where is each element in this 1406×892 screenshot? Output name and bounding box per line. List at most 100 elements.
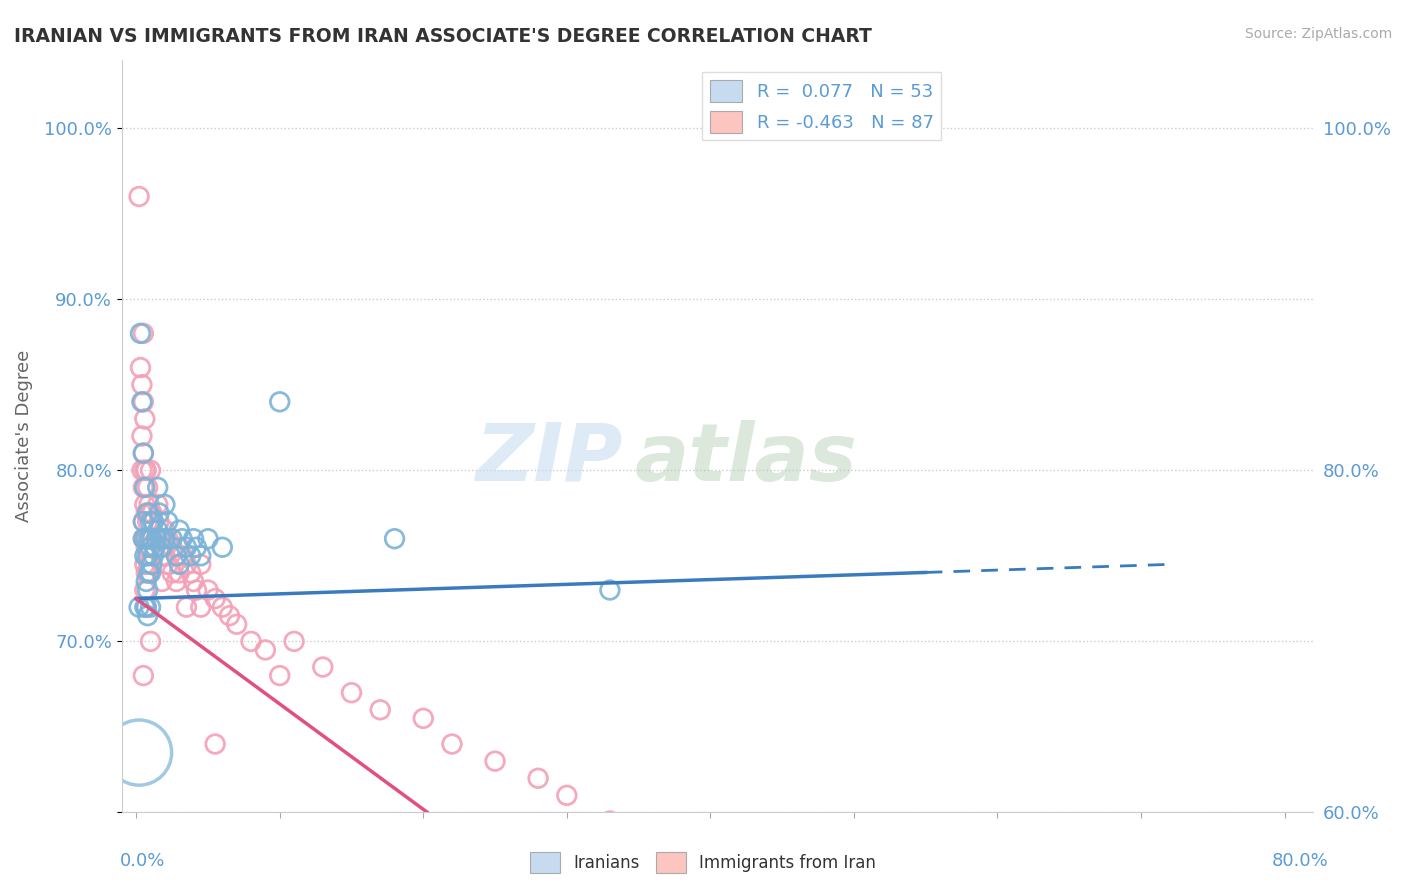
- Point: [165, 549, 187, 563]
- Point: [139, 566, 162, 580]
- Point: [134, 549, 156, 563]
- Point: [128, 600, 150, 615]
- Y-axis label: Associate's Degree: Associate's Degree: [15, 350, 32, 522]
- Point: [136, 515, 159, 529]
- Point: [134, 582, 156, 597]
- Point: [136, 480, 159, 494]
- Point: [136, 608, 159, 623]
- Point: [139, 541, 162, 555]
- Point: [132, 394, 155, 409]
- Point: [132, 515, 155, 529]
- Point: [129, 360, 152, 375]
- Point: [146, 480, 169, 494]
- Point: [197, 582, 219, 597]
- Point: [129, 326, 152, 341]
- Point: [145, 532, 167, 546]
- Point: [135, 532, 157, 546]
- Point: [134, 463, 156, 477]
- Point: [134, 480, 156, 494]
- Point: [139, 506, 162, 520]
- Point: [132, 515, 155, 529]
- Legend: R =  0.077   N = 53, R = -0.463   N = 87: R = 0.077 N = 53, R = -0.463 N = 87: [703, 72, 941, 140]
- Point: [283, 634, 305, 648]
- Point: [150, 574, 173, 589]
- Point: [190, 558, 212, 572]
- Point: [136, 541, 159, 555]
- Point: [153, 523, 176, 537]
- Point: [555, 789, 578, 803]
- Text: Source: ZipAtlas.com: Source: ZipAtlas.com: [1244, 27, 1392, 41]
- Point: [671, 848, 693, 863]
- Point: [141, 506, 163, 520]
- Point: [146, 523, 169, 537]
- Point: [131, 429, 153, 443]
- Point: [132, 480, 155, 494]
- Point: [190, 600, 212, 615]
- Point: [146, 532, 169, 546]
- Point: [180, 566, 202, 580]
- Point: [368, 703, 391, 717]
- Point: [211, 600, 233, 615]
- Point: [240, 634, 263, 648]
- Point: [134, 532, 156, 546]
- Text: IRANIAN VS IMMIGRANTS FROM IRAN ASSOCIATE'S DEGREE CORRELATION CHART: IRANIAN VS IMMIGRANTS FROM IRAN ASSOCIAT…: [14, 27, 872, 45]
- Point: [138, 532, 160, 546]
- Point: [145, 532, 167, 546]
- Point: [269, 668, 291, 682]
- Point: [269, 394, 291, 409]
- Point: [167, 541, 190, 555]
- Point: [156, 532, 179, 546]
- Point: [148, 506, 170, 520]
- Point: [153, 498, 176, 512]
- Point: [141, 558, 163, 572]
- Point: [139, 515, 162, 529]
- Point: [150, 549, 173, 563]
- Point: [139, 463, 162, 477]
- Point: [134, 498, 156, 512]
- Point: [165, 549, 187, 563]
- Point: [139, 558, 162, 572]
- Point: [340, 686, 363, 700]
- Point: [132, 326, 155, 341]
- Point: [172, 549, 194, 563]
- Point: [128, 746, 150, 760]
- Point: [384, 532, 406, 546]
- Point: [135, 566, 157, 580]
- Point: [143, 541, 166, 555]
- Point: [139, 600, 162, 615]
- Point: [183, 574, 205, 589]
- Point: [138, 558, 160, 572]
- Point: [204, 591, 226, 606]
- Point: [218, 608, 240, 623]
- Point: [138, 532, 160, 546]
- Point: [599, 814, 621, 828]
- Point: [153, 532, 176, 546]
- Point: [131, 394, 153, 409]
- Text: atlas: atlas: [634, 419, 856, 498]
- Point: [146, 498, 169, 512]
- Text: 80.0%: 80.0%: [1272, 852, 1329, 870]
- Point: [135, 600, 157, 615]
- Point: [527, 771, 550, 785]
- Point: [131, 377, 153, 392]
- Point: [167, 558, 190, 572]
- Point: [156, 515, 179, 529]
- Point: [176, 558, 198, 572]
- Point: [136, 582, 159, 597]
- Point: [139, 532, 162, 546]
- Point: [150, 541, 173, 555]
- Point: [139, 634, 162, 648]
- Text: ZIP: ZIP: [475, 419, 623, 498]
- Point: [132, 532, 155, 546]
- Point: [167, 523, 190, 537]
- Point: [138, 566, 160, 580]
- Point: [197, 532, 219, 546]
- Point: [225, 617, 247, 632]
- Point: [176, 600, 198, 615]
- Point: [484, 754, 506, 768]
- Point: [254, 643, 277, 657]
- Point: [141, 532, 163, 546]
- Point: [172, 532, 194, 546]
- Point: [204, 737, 226, 751]
- Point: [211, 541, 233, 555]
